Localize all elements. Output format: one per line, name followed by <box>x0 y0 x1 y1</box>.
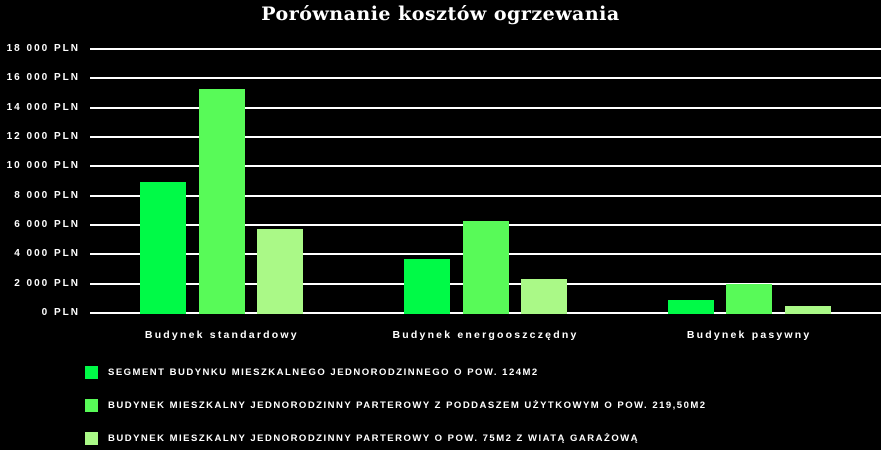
legend-item: BUDYNEK MIESZKALNY JEDNORODZINNY PARTERO… <box>85 432 707 445</box>
bar <box>404 259 450 314</box>
y-tick-label: 18 000 PLN <box>6 43 80 54</box>
y-tick-label: 16 000 PLN <box>6 72 80 84</box>
legend-item: BUDYNEK MIESZKALNY JEDNORODZINNY PARTERO… <box>85 399 707 412</box>
x-category-label: Budynek energooszczędny <box>392 329 579 341</box>
y-tick-label: 8 000 PLN <box>14 189 80 201</box>
x-category-label: Budynek pasywny <box>686 329 812 341</box>
legend-marker-icon <box>85 366 98 379</box>
y-tick-label: 0 PLN <box>41 307 80 318</box>
y-tick-label: 6 000 PLN <box>14 219 80 230</box>
chart-title: Porównanie kosztów ogrzewania <box>261 3 620 25</box>
legend-label: BUDYNEK MIESZKALNY JEDNORODZINNY PARTERO… <box>108 400 707 411</box>
bar <box>140 182 187 314</box>
gridline <box>90 136 881 138</box>
gridline <box>90 194 881 197</box>
gridline <box>90 48 881 50</box>
y-tick-label: 12 000 PLN <box>6 131 80 142</box>
x-category-label: Budynek standardowy <box>144 329 299 341</box>
bar <box>667 299 714 314</box>
legend-item: SEGMENT BUDYNKU MIESZKALNEGO JEDNORODZIN… <box>85 366 707 379</box>
bar <box>462 220 509 314</box>
legend-marker-icon <box>85 432 98 445</box>
bar <box>726 284 773 314</box>
y-tick-label: 14 000 PLN <box>6 101 80 113</box>
plot-area <box>90 48 881 315</box>
legend: SEGMENT BUDYNKU MIESZKALNEGO JEDNORODZIN… <box>85 366 707 450</box>
y-tick-label: 10 000 PLN <box>6 160 80 172</box>
legend-label: SEGMENT BUDYNKU MIESZKALNEGO JEDNORODZIN… <box>108 367 539 378</box>
gridline <box>90 165 881 168</box>
bar <box>257 228 304 314</box>
gridline <box>90 77 881 80</box>
y-tick-label: 2 000 PLN <box>14 277 80 289</box>
gridline <box>90 106 881 109</box>
legend-marker-icon <box>85 399 98 412</box>
legend-label: BUDYNEK MIESZKALNY JEDNORODZINNY PARTERO… <box>108 433 640 444</box>
bar <box>784 305 831 314</box>
bar <box>521 278 567 314</box>
y-tick-label: 4 000 PLN <box>14 248 80 260</box>
bar <box>198 88 245 314</box>
